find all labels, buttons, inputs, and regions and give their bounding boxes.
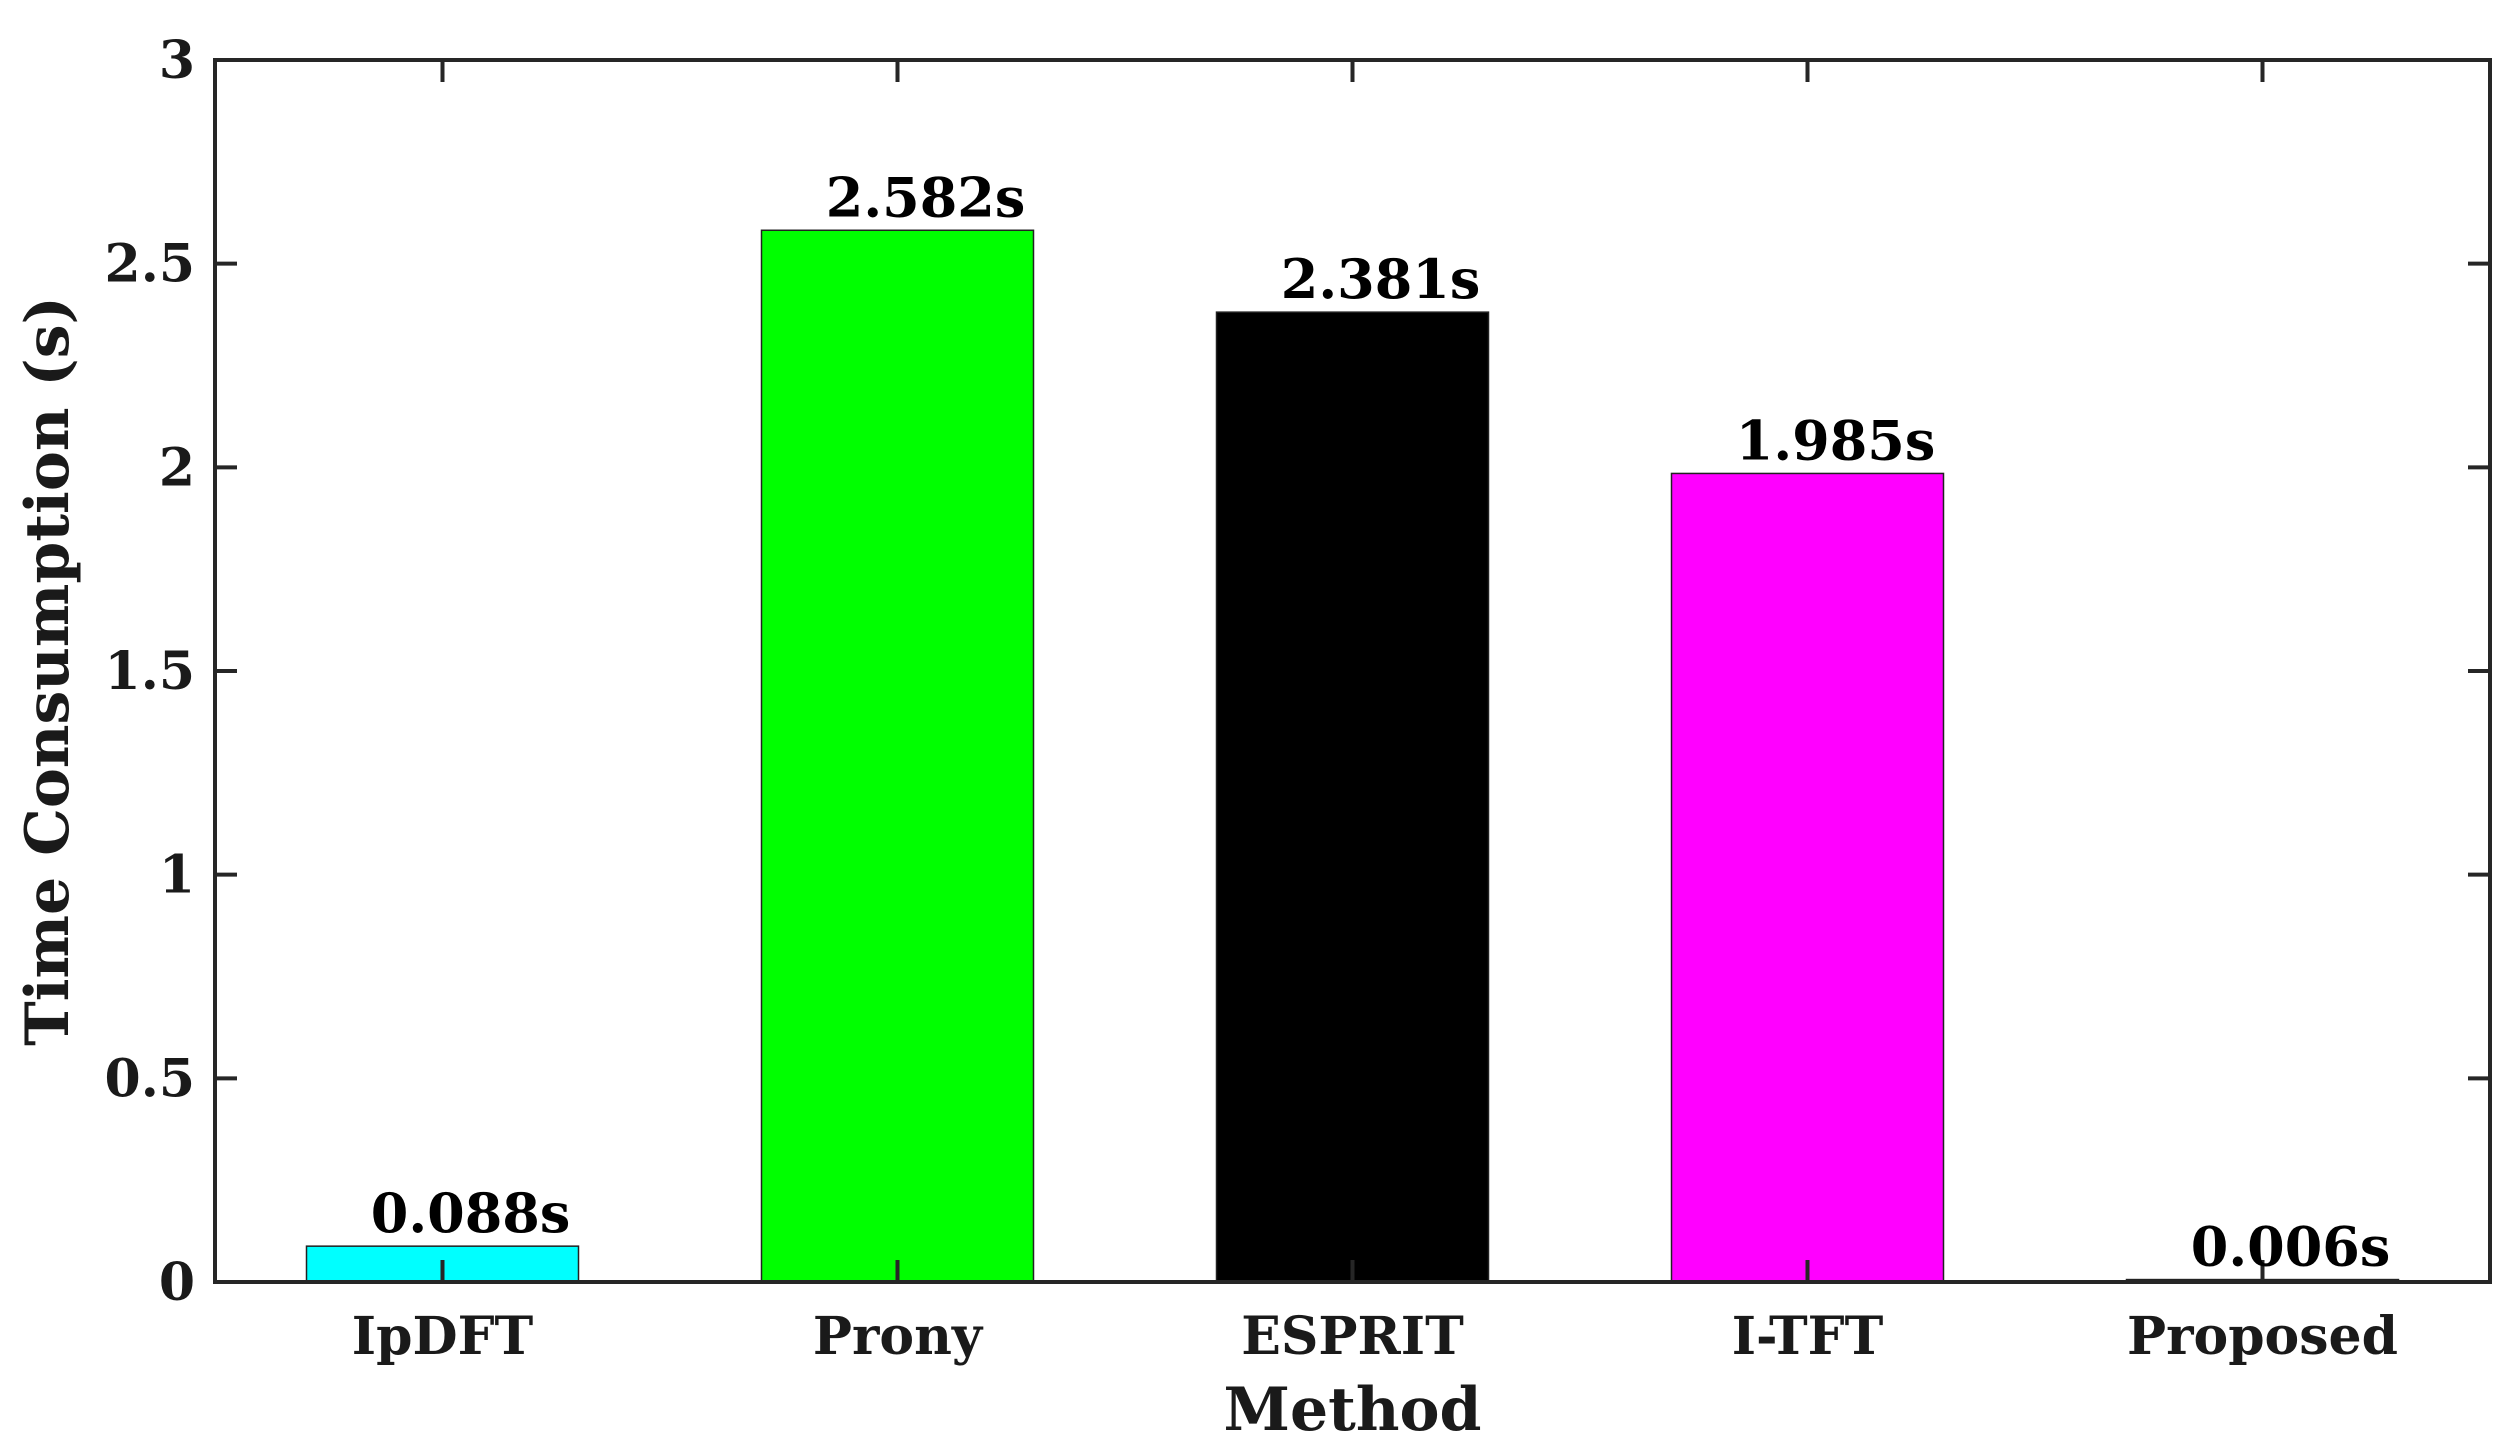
- x-tick-label-i-tft: I-TFT: [1732, 1306, 1884, 1367]
- y-tick-label: 3: [159, 30, 195, 91]
- bar-esprit: [1215, 311, 1490, 1283]
- ticks-layer: [215, 58, 2490, 1284]
- bar-i-tft: [1670, 472, 1945, 1283]
- y-tick-label: 1: [159, 845, 195, 906]
- y-tick-label: 1.5: [105, 641, 195, 702]
- data-label-prony: 2.582s: [826, 165, 1026, 229]
- y-tick-label: 0: [159, 1252, 195, 1313]
- data-label-esprit: 2.381s: [1281, 247, 1481, 311]
- labels-layer: 0.088s IpDFT 2.582s Prony 2.381s ESPRIT 1.985s…: [105, 30, 2398, 1367]
- bar-prony: [760, 229, 1035, 1283]
- x-tick-label-esprit: ESPRIT: [1241, 1306, 1464, 1367]
- x-tick-label-proposed: Proposed: [2127, 1306, 2398, 1367]
- y-tick-label: 0.5: [105, 1048, 195, 1109]
- data-label-proposed: 0.006s: [2191, 1215, 2391, 1279]
- bars-layer: [305, 229, 2400, 1283]
- x-tick-label-prony: Prony: [813, 1306, 984, 1367]
- data-label-i-tft: 1.985s: [1736, 408, 1936, 472]
- y-tick-label: 2.5: [105, 234, 195, 295]
- data-label-ipdft: 0.088s: [371, 1181, 571, 1245]
- x-tick-label-ipdft: IpDFT: [352, 1306, 534, 1367]
- y-tick-label: 2: [159, 437, 195, 498]
- y-axis-title: Time Consumption (s): [13, 296, 83, 1046]
- x-axis-title: Method: [1224, 1375, 1482, 1445]
